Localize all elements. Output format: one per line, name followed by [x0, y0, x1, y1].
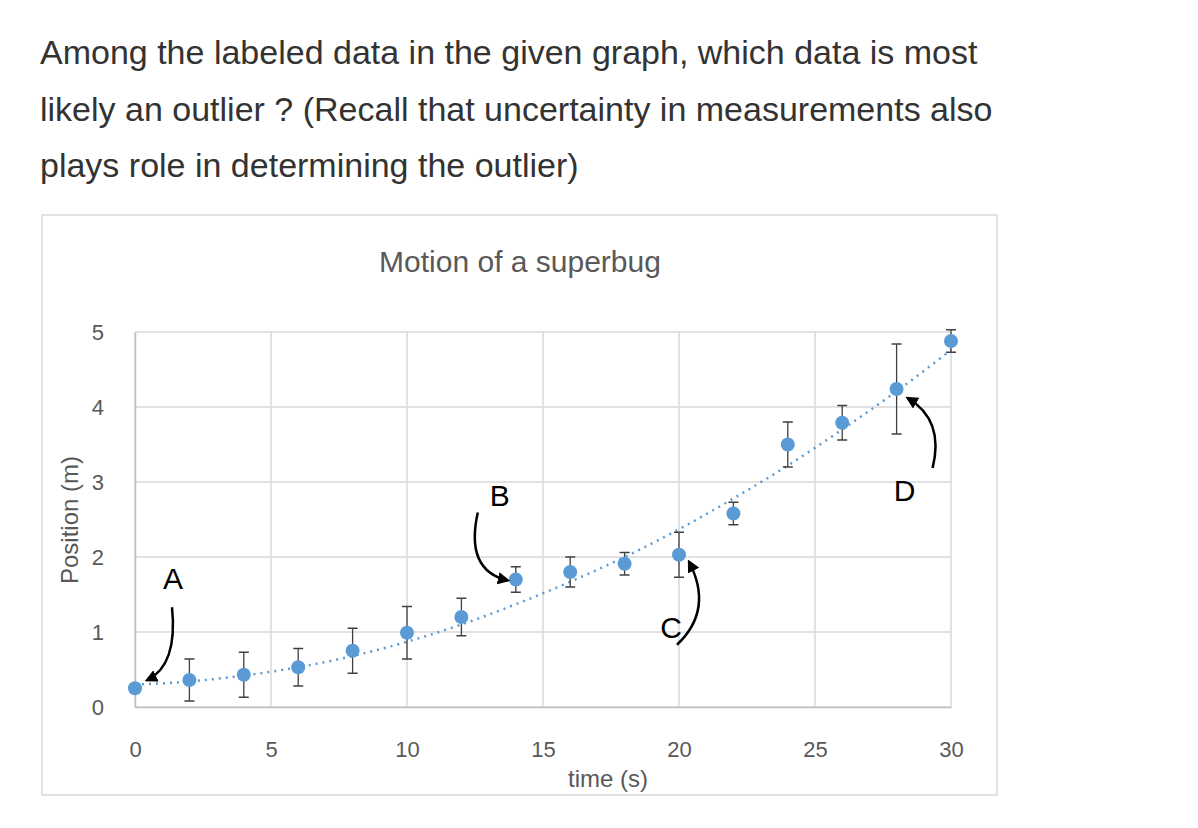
- annotation-arrow: [908, 398, 936, 468]
- data-point: [454, 610, 468, 624]
- y-axis-line: [135, 333, 137, 708]
- data-point: [781, 438, 795, 452]
- x-tick-label: 25: [803, 737, 827, 762]
- y-tick-label: 2: [92, 545, 104, 570]
- grid-line-y: [135, 706, 951, 708]
- y-tick-label: 3: [92, 470, 104, 495]
- annotation-label: A: [163, 562, 183, 595]
- y-tick-label: 0: [92, 695, 104, 720]
- data-point: [890, 382, 904, 396]
- annotation-arrow: [147, 607, 173, 680]
- data-point: [182, 673, 196, 687]
- question-line: Among the labeled data in the given grap…: [40, 33, 978, 71]
- x-tick: 5: [265, 707, 277, 762]
- question-line: plays role in determining the outlier): [40, 146, 579, 184]
- grid-line-y: [135, 556, 951, 558]
- data-point: [291, 660, 305, 674]
- data-point: [835, 416, 849, 430]
- chart-title: Motion of a superbug: [379, 245, 661, 278]
- data-point: [346, 644, 360, 658]
- y-tick-label: 1: [92, 620, 104, 645]
- data-point: [509, 573, 523, 587]
- data-point: [618, 557, 632, 571]
- y-tick: 5: [92, 320, 135, 345]
- x-axis-line: [136, 707, 952, 709]
- grid-line-y: [135, 481, 951, 483]
- annotation-label: D: [894, 474, 916, 507]
- y-tick-label: 5: [92, 320, 104, 345]
- grid-line-y: [135, 331, 951, 333]
- annotation-label: B: [490, 479, 510, 512]
- grid-line-x: [814, 332, 816, 707]
- x-tick: 25: [803, 707, 827, 762]
- annotation-arrow: [475, 513, 508, 581]
- grid-line-x: [270, 332, 272, 707]
- y-tick: 1: [92, 620, 135, 645]
- grid-line-x: [950, 332, 952, 707]
- y-tick: 0: [92, 695, 135, 720]
- trend-line: [135, 350, 951, 685]
- x-tick-label: 0: [129, 737, 141, 762]
- y-tick: 3: [92, 470, 135, 495]
- data-point: [128, 681, 142, 695]
- data-point: [237, 668, 251, 682]
- question-line: likely an outlier ? (Recall that uncerta…: [40, 90, 992, 128]
- x-tick-label: 10: [395, 737, 419, 762]
- x-tick: 20: [667, 707, 691, 762]
- grid-line-y: [135, 631, 951, 633]
- data-point: [400, 626, 414, 640]
- x-tick: 0: [129, 707, 141, 762]
- y-tick-label: 4: [92, 395, 104, 420]
- x-tick: 30: [939, 707, 963, 762]
- y-tick: 2: [92, 545, 135, 570]
- grid-line-x: [542, 332, 544, 707]
- x-axis: 0 5 10 15 20 25 30: [129, 707, 963, 762]
- data-point: [944, 334, 958, 348]
- grid-line-x: [134, 332, 136, 707]
- x-axis-title: time (s): [568, 765, 648, 792]
- chart-frame: [42, 215, 997, 795]
- x-tick-label: 20: [667, 737, 691, 762]
- y-tick: 4: [92, 395, 135, 420]
- x-tick: 10: [395, 707, 419, 762]
- data-point: [672, 548, 686, 562]
- grid-line-y: [135, 406, 951, 408]
- y-axis-title: Position (m): [56, 456, 83, 584]
- data-point: [563, 565, 577, 579]
- x-tick-label: 5: [265, 737, 277, 762]
- page: Among the labeled data in the given grap…: [0, 0, 1198, 828]
- grid-line-x: [678, 332, 680, 707]
- grid: [135, 332, 951, 707]
- data-point: [726, 507, 740, 521]
- annotation-label: C: [660, 611, 682, 644]
- x-tick-label: 15: [531, 737, 555, 762]
- x-tick: 15: [531, 707, 555, 762]
- plot-area: [128, 330, 958, 701]
- x-tick-label: 30: [939, 737, 963, 762]
- y-axis: 0 1 2 3 4 5: [92, 320, 136, 720]
